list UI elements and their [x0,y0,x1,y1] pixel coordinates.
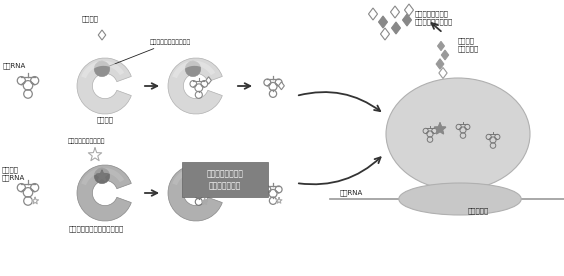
Circle shape [185,61,201,77]
FancyBboxPatch shape [182,162,268,197]
Text: 合成中の
たんぱく質: 合成中の たんぱく質 [458,38,479,52]
Polygon shape [368,8,377,20]
Polygon shape [89,148,102,161]
Text: 人工的な
転移RNA: 人工的な 転移RNA [2,166,25,181]
Wedge shape [168,58,222,114]
Text: アミノ酸の結合ポケット: アミノ酸の結合ポケット [104,39,191,68]
Polygon shape [403,14,412,26]
Polygon shape [436,59,444,69]
Polygon shape [378,16,387,28]
Polygon shape [391,22,400,34]
Text: ポケットを改変した合成酵素: ポケットを改変した合成酵素 [69,225,124,232]
Text: アミノ酸: アミノ酸 [82,15,99,22]
Text: ポケットに合った
アミノ酸が結合: ポケットに合った アミノ酸が結合 [206,169,244,190]
Polygon shape [441,50,449,60]
Polygon shape [439,68,447,78]
Wedge shape [77,58,131,114]
Wedge shape [77,165,131,221]
Polygon shape [404,4,413,16]
Polygon shape [381,28,390,40]
Circle shape [185,168,201,184]
Circle shape [94,61,110,77]
Polygon shape [32,197,38,204]
Polygon shape [438,41,444,51]
Wedge shape [172,61,215,78]
Polygon shape [434,123,446,134]
Wedge shape [81,168,124,185]
Circle shape [94,168,110,184]
Polygon shape [98,30,106,40]
Text: 転移RNA: 転移RNA [3,62,27,69]
Ellipse shape [386,78,530,190]
Polygon shape [206,77,212,84]
Polygon shape [390,6,399,18]
Wedge shape [168,165,222,221]
Polygon shape [202,199,208,204]
Text: 天然にはないアミノ酸: 天然にはないアミノ酸 [68,138,105,144]
Text: リボソーム: リボソーム [468,207,488,214]
Wedge shape [172,168,215,185]
Polygon shape [276,198,282,203]
Wedge shape [81,61,124,78]
Ellipse shape [399,183,521,215]
Polygon shape [279,82,284,90]
Polygon shape [96,170,107,181]
Text: 新しい機能を持つ
スーパーたんぱく質: 新しい機能を持つ スーパーたんぱく質 [415,10,453,25]
Text: 合成酵素: 合成酵素 [96,117,113,123]
Text: 伝令RNA: 伝令RNA [340,189,363,196]
